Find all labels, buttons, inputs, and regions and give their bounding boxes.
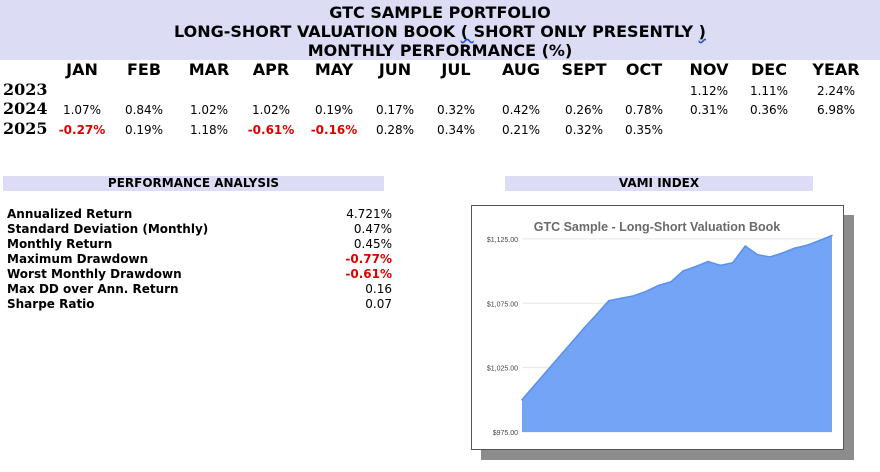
metric-label: Sharpe Ratio [7, 297, 95, 311]
vami-area-series [522, 235, 832, 432]
return-cell: 0.34% [436, 123, 476, 137]
return-cell: 1.18% [189, 123, 229, 137]
return-cell: 0.35% [624, 123, 664, 137]
return-cell: 0.19% [124, 123, 164, 137]
return-cell: -0.61% [247, 123, 295, 137]
vami-data-point [694, 265, 697, 268]
vami-data-point [769, 256, 771, 258]
return-cell: 1.02% [189, 103, 229, 117]
vami-data-point [583, 327, 585, 329]
month-header-jul: JUL [441, 60, 471, 79]
vami-data-point [620, 297, 622, 299]
month-header-dec: DEC [751, 60, 787, 79]
month-header-aug: AUG [501, 60, 540, 79]
vami-index-title: VAMI INDEX [505, 176, 813, 191]
return-cell: 2.24% [816, 84, 856, 98]
vami-area-line [521, 234, 833, 401]
return-cell: -0.16% [310, 123, 358, 137]
return-cell: 0.36% [749, 103, 789, 117]
metric-value: 0.16 [365, 282, 392, 296]
month-header-jun: JUN [378, 60, 412, 79]
vami-data-point [632, 295, 635, 297]
metric-label: Max DD over Ann. Return [7, 282, 179, 296]
vami-data-point [645, 290, 647, 293]
vami-chart: GTC Sample - Long-Short Valuation Book $9… [487, 220, 833, 437]
vami-data-point [595, 313, 598, 316]
vami-data-point [756, 253, 759, 256]
vami-data-point [558, 356, 560, 358]
month-header-oct: OCT [625, 60, 663, 79]
vami-data-point [806, 244, 808, 246]
vami-data-point [521, 399, 523, 401]
metric-value: -0.77% [345, 252, 392, 266]
year-label: 2025 [3, 119, 48, 138]
report-title: GTC SAMPLE PORTFOLIO [329, 3, 551, 22]
return-cell: 6.98% [816, 103, 856, 117]
report-subtitle: LONG-SHORT VALUATION BOOK ( SHORT ONLY P… [174, 22, 706, 41]
y-tick-label: $1,075.00 [487, 301, 518, 308]
return-cell: 1.02% [251, 103, 291, 117]
return-cell: 0.26% [564, 103, 604, 117]
vami-data-point [608, 299, 610, 302]
vami-data-point [670, 281, 672, 283]
metric-label: Monthly Return [7, 237, 113, 251]
vami-data-point [818, 239, 821, 242]
month-header-jan: JAN [66, 60, 98, 79]
metric-value: 0.45% [353, 237, 392, 251]
return-cell: 0.21% [501, 123, 541, 137]
report-heading: MONTHLY PERFORMANCE (%) [307, 41, 573, 60]
return-cell: 1.12% [689, 84, 729, 98]
return-cell: -0.27% [58, 123, 106, 137]
vami-data-point [831, 234, 833, 237]
y-tick-label: $1,125.00 [487, 237, 518, 244]
return-cell: 0.42% [501, 103, 541, 117]
vami-data-point [707, 260, 709, 263]
vami-data-point [744, 245, 746, 247]
y-tick-label: $1,025.00 [487, 366, 518, 373]
return-cell: 1.07% [62, 103, 102, 117]
return-cell: 1.11% [749, 84, 789, 98]
month-header-feb: FEB [126, 60, 162, 79]
y-tick-label: $975.00 [493, 430, 518, 437]
vami-data-point [533, 384, 536, 387]
vami-data-point [546, 370, 548, 372]
year-label: 2023 [3, 80, 48, 99]
return-cell: 0.28% [375, 123, 415, 137]
vami-data-point [570, 341, 573, 344]
metric-label: Worst Monthly Drawdown [7, 267, 182, 281]
month-header-apr: APR [252, 60, 290, 79]
metric-label: Standard Deviation (Monthly) [7, 222, 209, 236]
metric-value: 0.47% [353, 222, 392, 236]
return-cell: 0.84% [124, 103, 164, 117]
vami-data-point [657, 284, 660, 287]
chart-title: GTC Sample - Long-Short Valuation Book [534, 220, 781, 234]
month-header-may: MAY [314, 60, 354, 79]
month-header-sept: SEPT [561, 60, 607, 79]
metric-value: 4.721% [346, 207, 392, 221]
report-header [0, 0, 880, 60]
vami-data-point [781, 252, 784, 254]
metric-label: Maximum Drawdown [7, 252, 149, 266]
month-header-mar: MAR [188, 60, 230, 79]
metric-value: 0.07 [365, 297, 392, 311]
vami-chart-panel: GTC Sample - Long-Short Valuation Book $9… [471, 205, 844, 450]
return-cell: 0.32% [436, 103, 476, 117]
return-cell: 0.31% [689, 103, 729, 117]
metric-value: -0.61% [345, 267, 392, 281]
vami-data-point [732, 261, 734, 264]
vami-data-point [719, 264, 722, 267]
return-cell: 0.17% [375, 103, 415, 117]
vami-data-point [682, 270, 684, 272]
metric-label: Annualized Return [7, 207, 133, 221]
return-cell: 0.78% [624, 103, 664, 117]
return-cell: 0.19% [314, 103, 354, 117]
year-label: 2024 [3, 99, 48, 118]
performance-analysis-title: PERFORMANCE ANALYSIS [3, 176, 384, 191]
month-header-year: YEAR [812, 60, 860, 79]
month-header-nov: NOV [689, 60, 729, 79]
vami-data-point [794, 247, 796, 249]
return-cell: 0.32% [564, 123, 604, 137]
